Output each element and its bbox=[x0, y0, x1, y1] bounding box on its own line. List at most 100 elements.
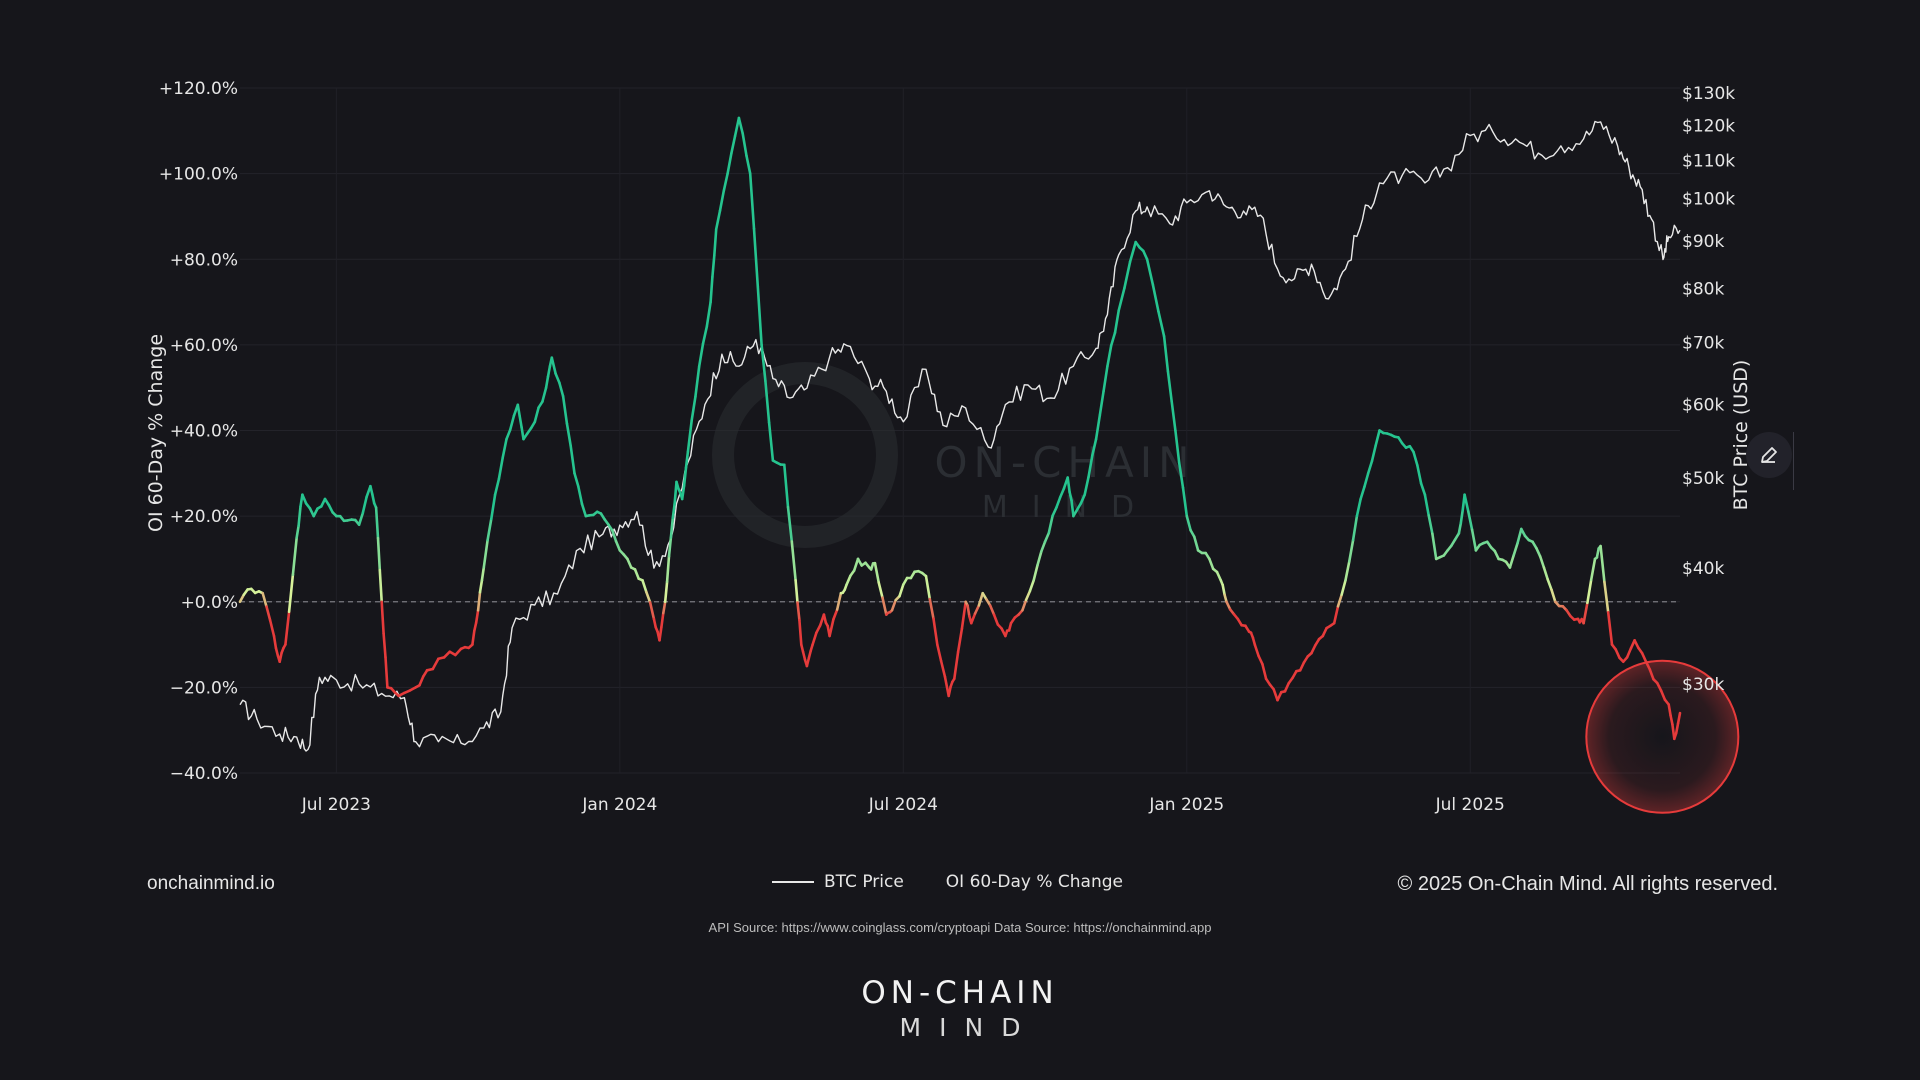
edit-button[interactable] bbox=[1746, 432, 1792, 478]
oi-change-segment bbox=[1257, 654, 1264, 666]
left-axis-title: OI 60-Day % Change bbox=[145, 334, 167, 532]
oi-change-segment bbox=[374, 506, 380, 540]
oi-change-segment bbox=[737, 116, 745, 135]
oi-change-segment bbox=[633, 568, 641, 581]
oi-change-segment bbox=[644, 590, 652, 604]
oi-change-segment bbox=[1366, 459, 1374, 475]
oi-change-segment bbox=[361, 495, 368, 515]
x-axis-tick-label: Jan 2024 bbox=[581, 795, 657, 815]
oi-change-segment bbox=[1457, 521, 1463, 535]
left-axis-tick-label: +0.0% bbox=[181, 593, 238, 613]
oi-change-segment bbox=[756, 285, 763, 347]
oi-change-segment bbox=[369, 484, 374, 496]
right-axis-tick-label: $80k bbox=[1682, 280, 1724, 300]
oi-change-segment bbox=[1359, 485, 1366, 501]
oi-change-segment bbox=[376, 536, 382, 572]
oi-change-segment bbox=[673, 480, 678, 506]
oi-change-segment bbox=[1520, 527, 1527, 538]
oi-change-segment bbox=[1606, 610, 1614, 646]
oi-change-segment bbox=[1516, 527, 1523, 545]
oi-change-segment bbox=[1512, 541, 1519, 557]
oi-change-segment bbox=[382, 632, 387, 659]
oi-change-segment bbox=[626, 557, 633, 569]
oi-change-segment bbox=[493, 477, 501, 497]
oi-change-segment bbox=[714, 209, 722, 231]
oi-change-segment bbox=[238, 593, 246, 604]
oi-change-segment bbox=[291, 536, 299, 577]
x-axis-tick-label: Jul 2024 bbox=[868, 795, 938, 815]
oi-change-segment bbox=[667, 536, 673, 558]
oi-change-segment bbox=[480, 566, 486, 582]
oi-change-segment bbox=[1310, 643, 1317, 655]
oi-change-segment bbox=[935, 643, 943, 663]
oi-change-segment bbox=[845, 574, 852, 586]
oi-change-segment bbox=[877, 581, 884, 600]
oi-change-segment bbox=[1087, 454, 1094, 479]
oi-change-segment bbox=[1336, 593, 1343, 608]
oi-change-segment bbox=[709, 275, 714, 304]
right-axis-tick-label: $70k bbox=[1682, 334, 1724, 354]
oi-change-segment bbox=[569, 444, 576, 475]
oi-change-segment bbox=[671, 502, 676, 520]
right-axis-tick-label: $50k bbox=[1682, 469, 1724, 489]
oi-change-segment bbox=[1166, 369, 1173, 403]
oi-change-segment bbox=[798, 618, 803, 646]
oi-change-segment bbox=[1603, 580, 1610, 614]
oi-change-segment bbox=[663, 580, 669, 604]
oi-change-segment bbox=[966, 604, 971, 618]
oi-change-segment bbox=[1586, 578, 1593, 605]
legend-item-btc[interactable]: BTC Price bbox=[772, 872, 904, 892]
oi-change-segment bbox=[1024, 589, 1032, 602]
oi-change-segment bbox=[1370, 444, 1377, 463]
oi-change-segment bbox=[1151, 282, 1160, 313]
left-axis-tick-label: +120.0% bbox=[159, 79, 238, 99]
oi-change-segment bbox=[1283, 681, 1291, 693]
legend-item-oi[interactable]: OI 60-Day % Change bbox=[946, 872, 1123, 892]
oi-change-segment bbox=[801, 650, 807, 662]
oi-change-segment bbox=[977, 591, 985, 607]
right-axis-tick-label: $90k bbox=[1682, 232, 1724, 252]
site-link[interactable]: onchainmind.io bbox=[147, 873, 275, 894]
oi-change-segment bbox=[741, 132, 748, 158]
oi-change-segment bbox=[554, 372, 561, 385]
oi-change-segment bbox=[973, 604, 981, 615]
oi-change-segment bbox=[718, 189, 726, 212]
oi-change-segment bbox=[1276, 690, 1283, 702]
brand-top: ON-CHAIN bbox=[861, 975, 1059, 1011]
oi-change-segment bbox=[327, 503, 334, 514]
oi-change-segment bbox=[1589, 557, 1597, 582]
oi-change-segment bbox=[782, 463, 790, 509]
oi-change-segment bbox=[1070, 498, 1075, 518]
oi-change-segment bbox=[729, 134, 737, 155]
oi-change-segment bbox=[471, 629, 476, 646]
oi-change-segment bbox=[1550, 588, 1557, 604]
oi-change-segment bbox=[956, 627, 964, 654]
oi-change-segment bbox=[684, 450, 690, 470]
left-axis-tick-label: +100.0% bbox=[159, 165, 238, 185]
oi-change-segment bbox=[1028, 578, 1035, 593]
oi-change-segment bbox=[924, 574, 932, 601]
oi-change-segment bbox=[1348, 538, 1355, 563]
oi-change-segment bbox=[811, 631, 818, 646]
x-axis-tick-label: Jul 2025 bbox=[1435, 795, 1505, 815]
oi-change-segment bbox=[835, 591, 843, 611]
oi-change-segment bbox=[733, 116, 741, 138]
oi-change-segment bbox=[952, 650, 960, 681]
oi-change-segment bbox=[520, 425, 525, 441]
oi-change-segment bbox=[1102, 364, 1109, 393]
oi-change-segment bbox=[518, 414, 523, 429]
oi-change-segment bbox=[1185, 514, 1192, 532]
oi-change-segment bbox=[1427, 514, 1434, 536]
x-axis: Jul 2023 Jan 2024 Jul 2024 Jan 2025 Jul 2025 bbox=[301, 795, 1505, 815]
oi-change-segment bbox=[1058, 487, 1066, 499]
oi-change-segment bbox=[486, 517, 493, 542]
oi-change-segment bbox=[1174, 429, 1181, 465]
legend-label-oi: OI 60-Day % Change bbox=[945, 872, 1123, 892]
oi-change-segment bbox=[701, 325, 709, 346]
oi-change-segment bbox=[1470, 528, 1478, 552]
oi-change-segment bbox=[380, 600, 385, 635]
oi-change-segment bbox=[370, 492, 376, 505]
oi-change-segment bbox=[992, 613, 1000, 626]
